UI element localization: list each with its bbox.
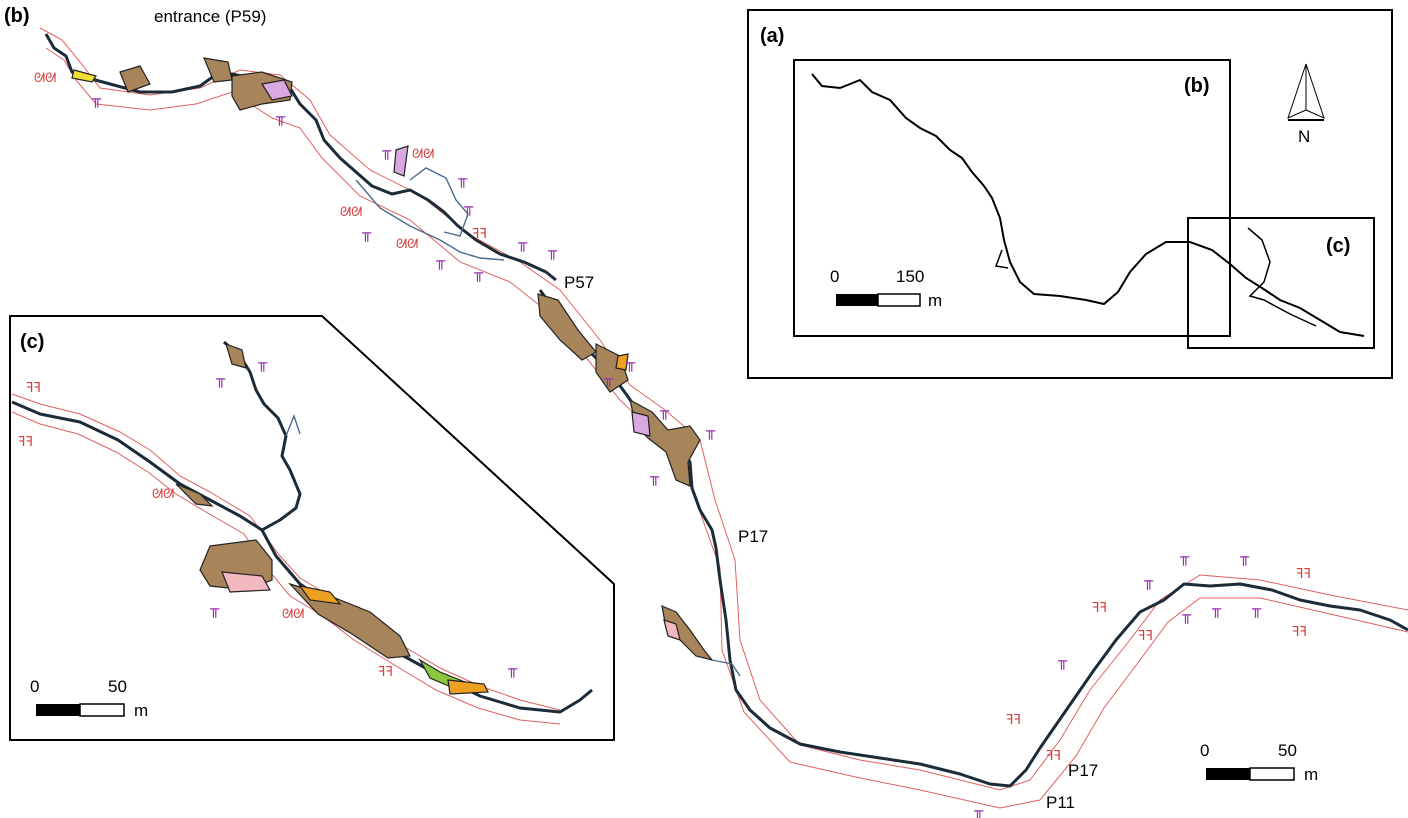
svg-text:╥: ╥ (257, 354, 268, 372)
p11-label: P11 (1046, 793, 1075, 812)
svg-text:╥: ╥ (473, 264, 484, 282)
cave-passage-lower (714, 547, 1408, 788)
scale-bar-b: 0 50 m (1200, 741, 1318, 784)
svg-text:╥: ╥ (457, 170, 468, 188)
entrance-label: entrance (P59) (154, 7, 266, 26)
svg-text:ꟻꟻ: ꟻꟻ (1006, 713, 1021, 728)
panel-a-label: (a) (760, 25, 784, 47)
svg-text:ᘛᘛ: ᘛᘛ (412, 147, 434, 162)
svg-text:0: 0 (30, 677, 39, 696)
svg-text:ꟻꟻ: ꟻꟻ (378, 665, 393, 680)
svg-text:ꟻꟻ: ꟻꟻ (1046, 749, 1061, 764)
scale-bar-a: 0 150 m (830, 267, 942, 310)
svg-text:ꟻꟻ: ꟻꟻ (1138, 629, 1153, 644)
scale-bar-c: 0 50 m (30, 677, 148, 720)
svg-text:m: m (1304, 765, 1318, 784)
north-arrow: N (1287, 63, 1325, 146)
svg-text:ꟻꟻ: ꟻꟻ (1296, 567, 1311, 582)
svg-text:ꟻꟻ: ꟻꟻ (26, 381, 41, 396)
svg-text:ꟻꟻ: ꟻꟻ (1092, 601, 1107, 616)
p17-upper-label: P17 (738, 527, 768, 546)
svg-text:╥: ╥ (705, 422, 716, 440)
p17-lower-label: P17 (1068, 761, 1098, 780)
svg-text:╥: ╥ (1057, 652, 1068, 670)
svg-text:╥: ╥ (1181, 606, 1192, 624)
panel-b-main-map: (b) ╥ ╥ ╥ ╥ ╥ ╥ (4, 5, 1408, 818)
p57-label: P57 (564, 273, 594, 292)
detail-cave-passage (11, 400, 593, 714)
panel-c-frame (9, 315, 615, 741)
svg-text:0: 0 (1200, 741, 1209, 760)
dripstone-symbol: ╥ (91, 90, 102, 108)
svg-text:╥: ╥ (517, 234, 528, 252)
svg-text:╥: ╥ (435, 252, 446, 270)
svg-text:ᘛᘛ: ᘛᘛ (340, 205, 362, 220)
svg-text:╥: ╥ (547, 242, 558, 260)
svg-text:╥: ╥ (209, 600, 220, 618)
svg-text:ꟻꟻ: ꟻꟻ (1292, 625, 1307, 640)
flowstone-symbol: ꟻꟻ (472, 227, 487, 242)
svg-text:╥: ╥ (275, 108, 286, 126)
svg-text:╥: ╥ (1179, 548, 1190, 566)
inset-c-label: (c) (1326, 235, 1350, 257)
flowstone-symbols: ᘛᘛ ᘛᘛ ᘛᘛ ᘛᘛ ꟻꟻ ꟻꟻ ꟻꟻ ꟻꟻ ꟻꟻ ꟻꟻ ꟻꟻ (34, 71, 1311, 764)
overview-cave-line (811, 73, 1365, 337)
svg-text:ᘛᘛ: ᘛᘛ (282, 607, 304, 622)
svg-text:m: m (928, 291, 942, 310)
inset-b-frame (793, 59, 1231, 337)
panel-a-frame (747, 9, 1393, 379)
svg-text:ꟻꟻ: ꟻꟻ (18, 435, 33, 450)
north-label: N (1298, 127, 1310, 146)
svg-text:ᘛᘛ: ᘛᘛ (152, 487, 174, 502)
svg-text:╥: ╥ (1251, 600, 1262, 618)
svg-text:╥: ╥ (381, 142, 392, 160)
svg-text:╥: ╥ (649, 468, 660, 486)
svg-text:╥: ╥ (361, 224, 372, 242)
panel-c-label: (c) (20, 331, 44, 353)
panel-b-label: (b) (4, 5, 30, 27)
inset-c-frame (1187, 217, 1375, 349)
inset-b-label: (b) (1184, 75, 1210, 97)
svg-text:50: 50 (108, 677, 127, 696)
svg-text:50: 50 (1278, 741, 1297, 760)
svg-text:0: 0 (830, 267, 839, 286)
svg-text:╥: ╥ (973, 802, 984, 818)
svg-text:╥: ╥ (1143, 572, 1154, 590)
dripstone-symbols: ╥ ╥ ╥ ╥ ╥ ╥ ╥ ╥ ╥ ╥ ╥ ╥ ╥ ╥ ╥ ╥ ╥ ╥ ╥ ╥ … (91, 90, 1262, 818)
svg-text:╥: ╥ (659, 402, 670, 420)
cave-passage-upper (44, 33, 557, 282)
svg-text:╥: ╥ (463, 198, 474, 216)
svg-text:╥: ╥ (625, 354, 636, 372)
svg-text:╥: ╥ (1239, 548, 1250, 566)
panel-a-overview: (a) (b) (c) N 0 150 m (747, 9, 1393, 379)
svg-text:╥: ╥ (215, 370, 226, 388)
svg-text:╥: ╥ (1211, 600, 1222, 618)
svg-text:╥: ╥ (603, 370, 614, 388)
svg-text:╥: ╥ (507, 660, 518, 678)
svg-text:150: 150 (896, 267, 924, 286)
moonmilk-symbol: ᘛᘛ (34, 71, 56, 86)
panel-c-detail: (c) ╥ ╥ ╥ ╥ ꟻꟻ ꟻꟻ ꟻꟻ ᘛᘛ ᘛᘛ 0 50 (9, 315, 615, 741)
svg-text:ᘛᘛ: ᘛᘛ (396, 237, 418, 252)
svg-text:m: m (134, 701, 148, 720)
